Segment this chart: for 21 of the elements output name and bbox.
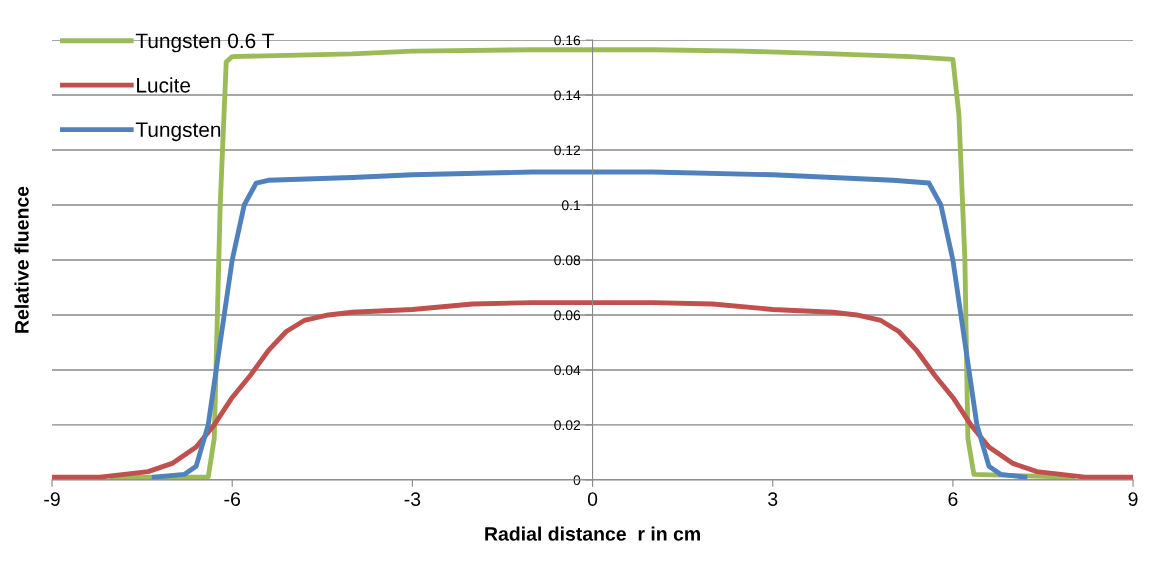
y-tick-label: 0.04 bbox=[554, 365, 581, 376]
legend-label: Lucite bbox=[137, 77, 191, 93]
y-tick-label: 0.16 bbox=[554, 35, 581, 46]
y-tick-label: 0.14 bbox=[554, 90, 581, 101]
y-tick-label: 0.08 bbox=[554, 255, 581, 266]
x-tick-label: 9 bbox=[1128, 492, 1138, 506]
legend-label: Tungsten 0.6 T bbox=[135, 33, 274, 53]
x-tick-label: -6 bbox=[224, 492, 241, 506]
y-tick-label: 0 bbox=[573, 475, 581, 486]
y-tick-label: 0.06 bbox=[554, 310, 581, 321]
x-tick-label: 0 bbox=[587, 492, 598, 506]
x-tick-label: -9 bbox=[44, 492, 60, 506]
y-tick-label: 0.1 bbox=[561, 200, 581, 211]
x-tick-label: -3 bbox=[404, 492, 421, 506]
y-tick-label: 0.12 bbox=[554, 145, 581, 156]
legend-label: Tungsten bbox=[135, 122, 221, 142]
x-tick-label: 6 bbox=[948, 492, 958, 506]
y-axis-title: Relative fluence bbox=[14, 186, 29, 333]
y-tick-label: 0.02 bbox=[554, 420, 581, 431]
x-tick-label: 3 bbox=[768, 492, 778, 506]
x-axis-title: Radial distance r in cm bbox=[485, 526, 700, 541]
